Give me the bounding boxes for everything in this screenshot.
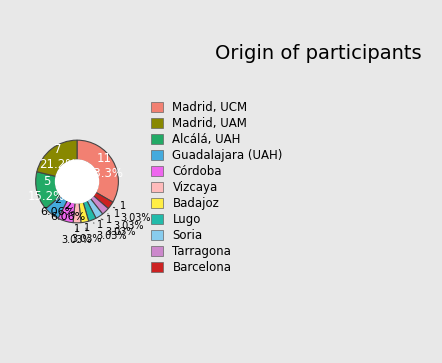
Wedge shape: [93, 192, 113, 209]
Circle shape: [56, 160, 99, 203]
Text: 1
3.03%: 1 3.03%: [72, 223, 102, 244]
Text: 2
6.06%: 2 6.06%: [50, 201, 86, 223]
Wedge shape: [46, 196, 67, 218]
Legend: Madrid, UCM, Madrid, UAM, Alcálá, UAH, Guadalajara (UAH), Córdoba, Vizcaya, Bada: Madrid, UCM, Madrid, UAM, Alcálá, UAH, G…: [151, 101, 283, 274]
Wedge shape: [77, 140, 118, 202]
Wedge shape: [73, 203, 81, 223]
Wedge shape: [83, 201, 96, 221]
Text: 1
3.03%: 1 3.03%: [101, 215, 136, 237]
Wedge shape: [36, 172, 61, 209]
Text: 2
6.06%: 2 6.06%: [40, 195, 75, 217]
Text: 1
3.03%: 1 3.03%: [62, 224, 92, 245]
Text: 1
3.03%: 1 3.03%: [114, 201, 151, 223]
Text: 1
3.03%: 1 3.03%: [108, 209, 144, 231]
Text: 1
3.03%: 1 3.03%: [94, 220, 127, 241]
Text: 7
21.2%: 7 21.2%: [39, 143, 76, 171]
Wedge shape: [79, 202, 89, 223]
Wedge shape: [37, 140, 77, 176]
Text: Origin of participants: Origin of participants: [215, 44, 422, 62]
Wedge shape: [58, 201, 75, 223]
Text: 11
33.3%: 11 33.3%: [86, 152, 123, 180]
Wedge shape: [90, 196, 108, 214]
Text: 5
15.2%: 5 15.2%: [28, 175, 65, 203]
Wedge shape: [87, 199, 103, 218]
